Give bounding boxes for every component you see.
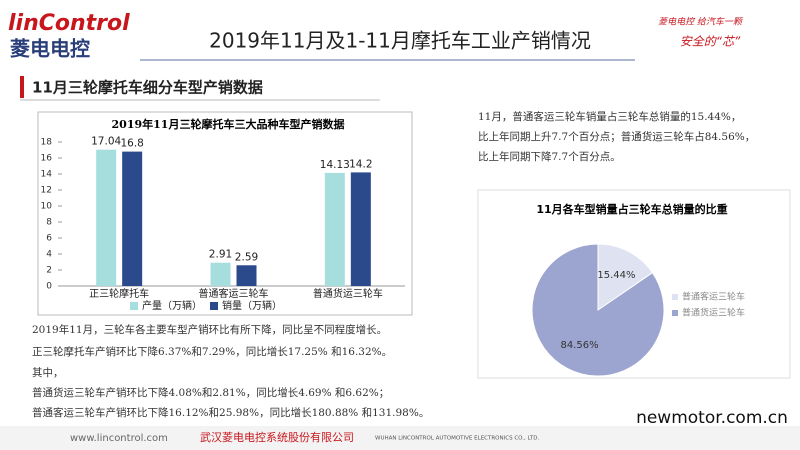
x-tick-label: 普通货运三轮车 [313,287,383,300]
legend-swatch [210,302,218,310]
watermark: newmotor.com.cn [636,408,788,428]
bar [96,149,117,286]
y-tick-label: 8 [46,218,52,228]
legend-label: 普通货运三轮车 [682,307,745,319]
slogan: 安全的“芯” [680,35,741,49]
footer-company: 武汉菱电电控系统股份有限公司 [200,430,354,444]
y-tick-label: 4 [46,250,52,260]
data-label: 2.91 [209,249,232,261]
legend-label: 普通客运三轮车 [682,291,745,303]
bar-chart-title: 2019年11月三轮摩托车三大品种车型产销数据 [112,117,345,131]
y-tick-label: 14 [41,170,53,180]
x-tick-label: 普通客运三轮车 [199,287,269,300]
note-line: 普通货运三轮车产销环比下降4.08%和2.81%，同比增长4.69% 和6.62… [32,386,389,399]
note-line: 比上年同期上升7.7个百分点；普通货运三轮车占84.56%， [478,130,755,143]
slogan: 菱电电控 给汽车一颗 [658,17,744,28]
y-tick-label: 6 [46,234,52,244]
data-label: 14.2 [349,158,372,170]
x-tick-label: 正三轮摩托车 [89,287,149,300]
data-label: 2.59 [235,251,258,263]
legend-swatch [130,302,138,310]
bar [122,151,143,286]
legend-label: 销量（万辆） [222,299,282,312]
logo-cn: 菱电电控 [10,37,90,61]
pie-slice [531,243,665,377]
y-tick-label: 0 [46,282,52,292]
pie-chart-title: 11月各车型销量占三轮车总销量的比重 [536,202,727,216]
y-tick-label: 16 [41,154,53,164]
bar [350,172,371,286]
legend-label: 产量（万辆） [142,299,202,312]
y-tick-label: 10 [41,202,53,212]
legend-swatch [672,310,678,316]
note-line: 11月，普通客运三轮车销量占三轮车总销量的15.44%， [478,110,741,123]
data-label: 15.44% [597,270,635,281]
y-tick-label: 2 [46,266,52,276]
bar [324,172,345,286]
bar [210,262,231,286]
note-line: 其中， [32,366,64,379]
data-label: 16.8 [120,138,143,150]
logo-en: linControl [8,11,130,36]
note-line: 2019年11月，三轮车各主要车型产销环比有所下降，同比呈不同程度增长。 [32,323,387,336]
note-line: 普通客运三轮车产销环比下降16.12%和25.98%，同比增长180.88% 和… [32,406,429,419]
legend-swatch [672,294,678,300]
y-tick-label: 12 [41,186,52,196]
pie-slice [597,243,654,311]
section-marker [20,76,24,98]
footer-company-en: WUHAN LINCONTROL AUTOMOTIVE ELECTRONICS … [375,436,539,442]
y-tick-label: 18 [41,138,53,148]
page-title: 2019年11月及1-11月摩托车工业产销情况 [209,29,591,53]
note-line: 正三轮摩托车产销环比下降6.37%和7.29%，同比增长17.25% 和16.3… [32,345,392,358]
bar [236,265,257,286]
section-title: 11月三轮摩托车细分车型产销数据 [32,79,263,97]
data-label: 17.04 [91,136,121,148]
footer-bar [0,426,800,450]
data-label: 84.56% [560,340,598,351]
note-line: 比上年同期下降7.7个百分点。 [478,150,621,163]
footer-url: www.lincontrol.com [70,433,168,444]
data-label: 14.13 [320,159,350,171]
